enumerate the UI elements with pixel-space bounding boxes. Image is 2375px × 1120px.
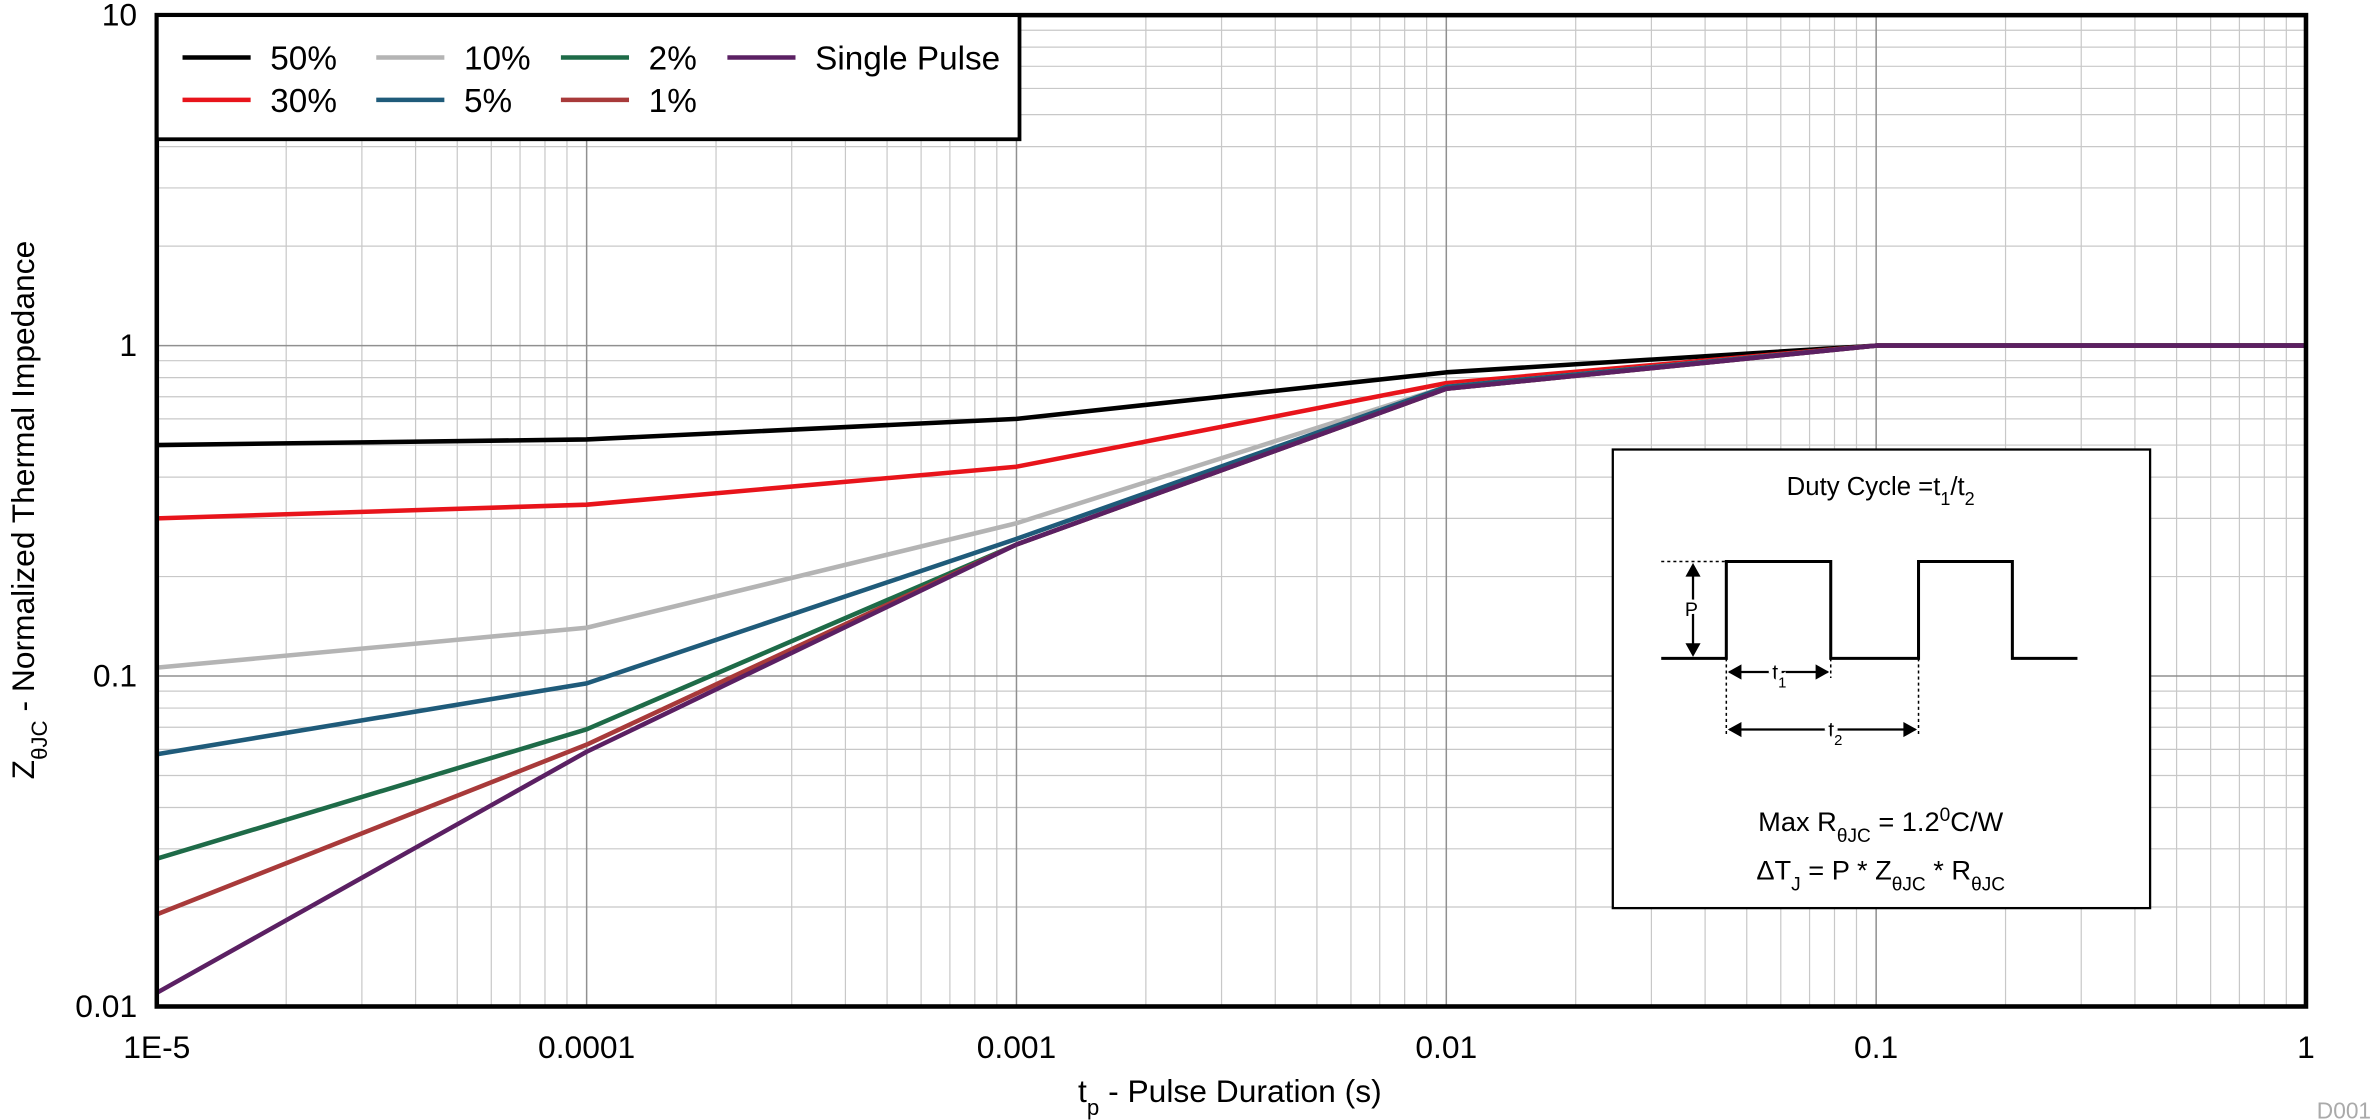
x-tick-label: 1 <box>2297 1029 2315 1065</box>
x-axis-label: tp - Pulse Duration (s) <box>1078 1073 1382 1120</box>
text: Duty Cycle =t <box>1787 473 1941 501</box>
text: θJC <box>1837 825 1871 846</box>
text: = P * Z <box>1801 854 1892 885</box>
t2-label: t2 <box>1828 719 1842 749</box>
text: 2 <box>1834 733 1842 749</box>
legend-box <box>154 13 1022 142</box>
series-line <box>155 343 2306 995</box>
text: 2 <box>1965 489 1975 509</box>
y-tick-label: 0.1 <box>93 658 137 694</box>
text: 1 <box>1940 489 1950 509</box>
text: J <box>1791 874 1801 895</box>
text: θJC <box>27 720 52 760</box>
pulse-waveform <box>1661 560 2078 660</box>
text: = 1.2 <box>1871 806 1940 837</box>
y-tick-label: 10 <box>102 0 137 33</box>
text: - Normalized Thermal Impedance <box>5 241 41 721</box>
y-tick-label: 0.01 <box>75 988 137 1024</box>
legend-label: 2% <box>649 41 697 78</box>
text: 1 <box>1778 676 1786 692</box>
x-tick-label: 0.01 <box>1415 1029 1477 1065</box>
text: Z <box>5 760 41 779</box>
y-axis-label: ZθJC - Normalized Thermal Impedance <box>5 241 51 780</box>
legend-label: 30% <box>270 83 337 120</box>
legend-label: 1% <box>649 83 697 120</box>
inset-title: Duty Cycle =t1/t2 <box>1787 473 1975 509</box>
x-tick-label: 0.0001 <box>538 1029 635 1065</box>
text: p <box>1087 1094 1099 1119</box>
text: θJC <box>1892 874 1926 895</box>
text: ΔT <box>1756 854 1791 885</box>
legend-label: Single Pulse <box>815 41 1000 78</box>
lines <box>155 343 2306 995</box>
delta-text: ΔTJ = P * ZθJC * RθJC <box>1756 854 2005 895</box>
legend-label: 5% <box>464 83 512 120</box>
inset: Duty Cycle =t1/t2 P t1 t2 Max RθJC = 1.2… <box>1611 448 2152 910</box>
text: θJC <box>1971 874 2005 895</box>
x-tick-label: 1E-5 <box>123 1029 190 1065</box>
text: - Pulse Duration (s) <box>1099 1073 1381 1109</box>
text: 0 <box>1940 804 1951 825</box>
pulse-label: P <box>1685 599 1698 621</box>
x-tick-label: 0.1 <box>1854 1029 1898 1065</box>
text: /t <box>1950 473 1964 501</box>
y-tick-label: 1 <box>119 327 137 363</box>
x-tick-label: 0.001 <box>977 1029 1057 1065</box>
inset-box <box>1611 448 2152 910</box>
text: * R <box>1926 854 1971 885</box>
legend-label: 10% <box>464 41 531 78</box>
plot-frame <box>154 12 2309 1009</box>
text: Max R <box>1758 806 1837 837</box>
figure-id: D001 <box>2317 1097 2371 1120</box>
legend-label: 50% <box>270 41 337 78</box>
text: C/W <box>1950 806 2003 837</box>
max-r-text: Max RθJC = 1.20C/W <box>1758 804 2003 846</box>
legend: 50% 30% 10% 5% 2% 1% Single Pulse <box>154 13 1022 142</box>
text: t <box>1078 1073 1087 1109</box>
